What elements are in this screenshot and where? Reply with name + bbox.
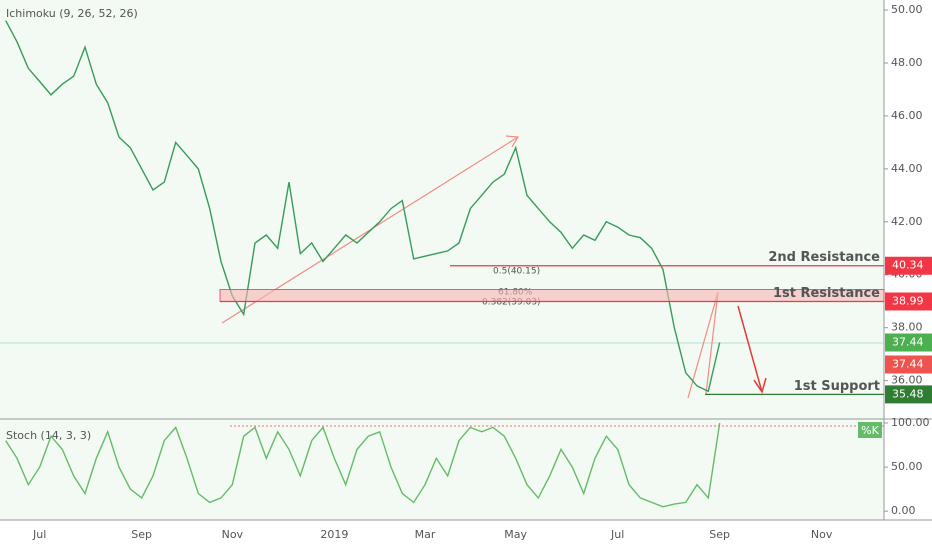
y-tick-label: 100.00 (891, 416, 930, 429)
price-tag-label: 40.34 (892, 259, 924, 272)
level-label: 1st Resistance (773, 286, 880, 301)
y-tick-label: 0.00 (891, 504, 916, 517)
x-tick-label: 2019 (320, 528, 348, 541)
x-tick-label: May (504, 528, 527, 541)
last-price-label: 37.44 (892, 358, 924, 371)
price-indicator-title: Ichimoku (9, 26, 52, 26) (6, 7, 138, 20)
price-tag-label: 35.48 (892, 387, 924, 400)
series-line (5, 422, 721, 508)
fib-label: 0.382(39.03) (482, 298, 541, 308)
x-tick-label: Nov (222, 528, 244, 541)
last-price-label: 37.44 (892, 336, 924, 349)
x-tick-label: Jul (610, 528, 624, 541)
x-tick-label: Jul (32, 528, 46, 541)
projection-arrowhead (505, 135, 520, 148)
y-tick-label: 46.00 (891, 109, 923, 122)
price-tag (885, 292, 932, 311)
stoch-legend-label: %K (861, 424, 879, 437)
x-tick-label: Nov (811, 528, 833, 541)
y-tick-label: 50.00 (891, 3, 923, 16)
forecast-arrow (737, 305, 767, 394)
fib-label: 0.5(40.15) (493, 267, 540, 277)
x-tick-label: Sep (131, 528, 152, 541)
price-tag-label: 38.99 (892, 294, 924, 307)
level-label: 2nd Resistance (768, 250, 880, 265)
stoch-indicator-title: Stoch (14, 3, 3) (6, 429, 91, 442)
stoch-legend-box (858, 422, 882, 438)
last-price-tag (885, 333, 932, 352)
y-tick-label: 42.00 (891, 215, 923, 228)
price-tag (885, 385, 932, 404)
y-tick-label: 38.00 (891, 321, 923, 334)
price-tag (885, 256, 932, 275)
plot-background (0, 0, 884, 520)
level-label: 1st Support (794, 379, 880, 394)
y-tick-label: 36.00 (891, 374, 923, 387)
last-price-tag (885, 355, 932, 374)
y-tick-label: 50.00 (891, 460, 923, 473)
series-line (5, 20, 721, 393)
y-tick-label: 48.00 (891, 56, 923, 69)
x-tick-label: Sep (709, 528, 730, 541)
x-tick-label: Mar (415, 528, 436, 541)
y-tick-label: 44.00 (891, 162, 923, 175)
